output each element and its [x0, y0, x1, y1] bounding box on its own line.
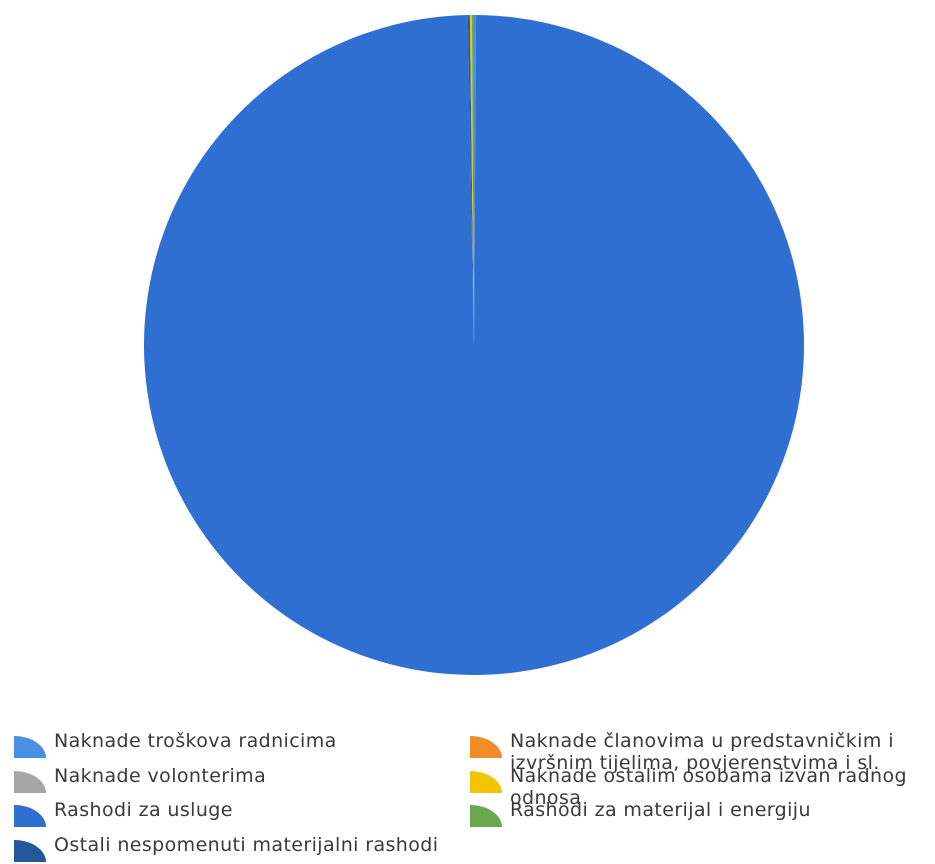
legend-label: Ostali nespomenuti materijalni rashodi	[54, 834, 439, 856]
legend-label: Naknade ostalim osobama izvan radnog odn…	[510, 765, 907, 809]
legend-item: Naknade članovima u predstavničkim i izv…	[470, 730, 925, 774]
legend-swatch	[470, 771, 502, 793]
legend-swatch	[470, 736, 502, 758]
legend-item: Naknade ostalim osobama izvan radnog odn…	[470, 765, 925, 809]
legend-swatch	[14, 736, 46, 758]
legend-label: Naknade troškova radnicima	[54, 730, 337, 752]
legend-label: Rashodi za usluge	[54, 799, 233, 821]
legend-swatch	[14, 840, 46, 862]
legend-item: Naknade volonterima	[14, 765, 434, 795]
legend-item: Naknade troškova radnicima	[14, 730, 434, 760]
legend-item: Rashodi za materijal i energiju	[470, 799, 925, 829]
legend-item: Rashodi za usluge	[14, 799, 434, 829]
pie-slice-3	[467, 15, 474, 345]
legend-swatch	[470, 805, 502, 827]
pie-slice-5	[469, 15, 474, 346]
legend-label: Rashodi za materijal i energiju	[510, 799, 811, 821]
pie-slice-0	[474, 15, 477, 345]
legend-swatch	[14, 805, 46, 827]
legend-label: Naknade članovima u predstavničkim i izv…	[510, 730, 894, 774]
pie-chart	[143, 15, 804, 676]
pie-slice-6	[471, 15, 474, 345]
legend-item: Ostali nespomenuti materijalni rashodi	[14, 834, 454, 864]
legend-label: Naknade volonterima	[54, 765, 267, 787]
pie-slice-2	[143, 15, 804, 676]
legend-swatch	[14, 771, 46, 793]
